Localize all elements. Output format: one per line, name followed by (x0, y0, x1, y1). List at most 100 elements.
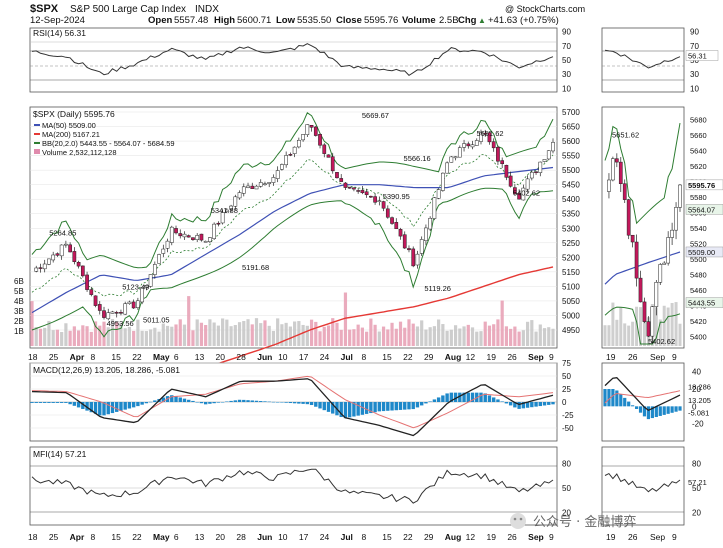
macd-tick-label: 50 (562, 372, 571, 381)
volume-bar (284, 322, 288, 346)
volume-bar (513, 326, 517, 346)
macd-hist-bar (364, 402, 369, 414)
wechat-watermark: 公众号 · 金融博弈 (510, 513, 636, 530)
zoom-candle-body (654, 282, 659, 307)
close-label: Close (336, 15, 362, 26)
macd-hist-bar (203, 402, 208, 405)
candle-body (398, 229, 403, 237)
candle-body (68, 244, 72, 253)
volume-tick-label: 2B (14, 317, 24, 326)
macd-hist-bar (525, 402, 530, 408)
mfi-tick-label: 50 (562, 484, 571, 493)
macd-hist-bar (216, 402, 221, 403)
zoom-candle-body (638, 277, 643, 303)
volume-bar (140, 330, 144, 346)
low-value: 5535.50 (297, 15, 331, 26)
x-axis-label: 15 (382, 352, 392, 362)
volume-bar (445, 330, 449, 346)
candle-body (250, 185, 255, 189)
zoom-price-tick-label: 5400 (690, 332, 707, 341)
zoom-macd-hist-bar (634, 406, 639, 409)
zoom-x-axis-label-lower: 26 (628, 532, 638, 542)
zoom-macd-line (604, 377, 681, 412)
volume-bar (441, 324, 445, 346)
wechat-account-text: 公众号 · 金融博弈 (533, 514, 636, 530)
volume-bar (538, 324, 542, 346)
price-tick-label: 4950 (562, 326, 580, 335)
volume-bar (551, 328, 555, 346)
zoom-price-tick-label: 5660 (690, 131, 707, 140)
zoom-volume-bar (627, 325, 631, 346)
price-legend-title: $SPX (Daily) 5595.76 (33, 109, 115, 119)
zoom-macd-hist-bar (658, 406, 662, 416)
candle-body (131, 301, 136, 309)
macd-hist-bar (242, 399, 246, 402)
volume-bar (331, 318, 335, 346)
x-axis-label: Sep (528, 532, 544, 542)
volume-bar (55, 329, 60, 346)
macd-hist-bar (521, 402, 526, 409)
chg-label: Chg (458, 15, 477, 26)
x-axis-label: 8 (361, 532, 366, 542)
volume-bar (318, 331, 322, 346)
volume-bar (381, 326, 386, 346)
zoom-volume-bar (666, 307, 670, 346)
volume-bar (165, 325, 170, 346)
macd-hist-bar (178, 397, 182, 402)
x-axis-label: 9 (549, 532, 554, 542)
volume-bar (428, 327, 432, 346)
volume-bar (254, 318, 259, 346)
macd-hist-bar (119, 402, 123, 411)
zoom-macd-hist-bar (662, 406, 666, 415)
macd-hist-bar (267, 401, 271, 403)
x-axis-label: 15 (111, 532, 121, 542)
macd-hist-bar (508, 402, 513, 406)
zoom-x-axis-label-lower: 19 (606, 532, 616, 542)
candle-body (330, 156, 335, 172)
zoom-price-tick-label: 5520 (690, 239, 707, 248)
zoom-price-annotation: 5402.62 (648, 337, 675, 346)
candle-body (140, 287, 144, 303)
zoom-volume-bar (635, 306, 639, 346)
x-axis-label: Sep (528, 352, 544, 362)
candle-body (436, 189, 441, 199)
macd-hist-bar (208, 402, 212, 404)
chg-value: +41.63 (+0.75%) (488, 15, 559, 26)
candle-body (85, 274, 89, 290)
macd-hist-bar (106, 402, 110, 415)
macd-tick-label: 75 (562, 359, 571, 368)
volume-bar (157, 331, 161, 346)
macd-hist-bar (38, 402, 43, 403)
macd-hist-bar (34, 402, 38, 403)
zoom-candle-body (618, 161, 623, 184)
chg-up-arrow-icon: ▲ (478, 16, 486, 25)
zoom-candle-body (626, 199, 631, 236)
price-tick-label: 5300 (562, 224, 580, 233)
volume-label: Volume (402, 15, 436, 26)
volume-bar (458, 328, 462, 346)
macd-signal-line (31, 375, 554, 429)
volume-bar (237, 322, 242, 346)
volume-bar (110, 318, 115, 346)
bb-legend: BB(20,2.0) 5443.55 - 5564.07 - 5684.59 (42, 139, 175, 148)
candle-body (339, 178, 344, 182)
zoom-macd-tag: -5.081 (688, 409, 709, 418)
macd-hist-bar (390, 402, 394, 411)
zoom-rsi-tag-bg (685, 50, 719, 61)
volume-bar (504, 326, 509, 346)
volume-bar (127, 326, 132, 346)
rsi-line (31, 43, 554, 77)
volume-bar (365, 331, 369, 346)
x-axis-label: 13 (195, 532, 205, 542)
price-annotation: 5264.85 (49, 228, 76, 237)
macd-hist-bar (411, 402, 415, 410)
price-panel: 5264.85 5123.49 4953.56 5011.05 5341.88 5191.… (14, 106, 580, 433)
macd-hist-bar (322, 402, 326, 411)
macd-panel: MACD(12,26,9) 13.205, 18.286, -5.081 75 5… (29, 359, 574, 442)
price-tick-label: 5700 (562, 108, 580, 117)
price-annotation: 5390.95 (383, 192, 410, 201)
macd-hist-bar (424, 402, 428, 404)
macd-hist-bar (326, 402, 331, 412)
rsi-tick-label: 30 (562, 70, 571, 79)
zoom-macd-tag: 13.205 (688, 396, 711, 405)
